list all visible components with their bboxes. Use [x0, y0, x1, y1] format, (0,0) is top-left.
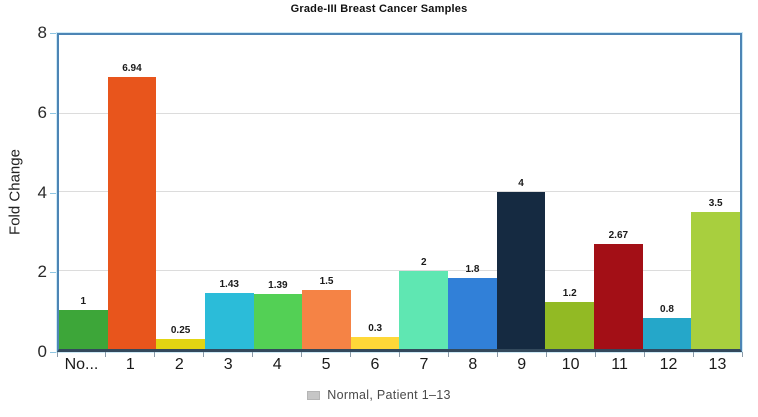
x-tick-mark — [252, 352, 254, 357]
bar-value-label: 1.43 — [219, 278, 239, 290]
bar-slot: 2 — [399, 35, 449, 349]
chart-title: Grade-III Breast Cancer Samples — [290, 3, 468, 15]
bar-value-label: 0.3 — [368, 323, 383, 335]
bar-value-label: 2.67 — [608, 230, 629, 242]
bar — [59, 309, 108, 349]
bar — [253, 294, 303, 349]
gridline — [59, 191, 740, 192]
y-tick-mark — [50, 33, 56, 34]
bar-slot: 1.8 — [448, 35, 497, 349]
bar — [156, 339, 205, 349]
gridline — [59, 112, 740, 114]
y-tick-label: 8 — [37, 23, 47, 42]
y-tick-label: 0 — [37, 342, 47, 361]
bar-value-label: 4 — [518, 178, 524, 189]
bar — [545, 301, 595, 349]
legend: Normal, Patient 1–13 — [0, 388, 758, 402]
x-tick-mark — [301, 352, 303, 357]
x-axis-label: 1 — [125, 356, 135, 373]
gridline — [59, 269, 740, 271]
y-tick-mark — [50, 352, 56, 353]
bar-value-label: 1.2 — [562, 287, 577, 299]
x-tick-mark — [447, 352, 449, 357]
bar — [399, 270, 449, 349]
x-axis-label: 4 — [272, 356, 282, 373]
x-tick-mark — [350, 352, 352, 357]
bar — [496, 192, 546, 349]
x-tick-mark — [154, 352, 156, 357]
bar-slot: 0.3 — [350, 35, 400, 349]
legend-label: Normal, Patient 1–13 — [327, 388, 451, 402]
bar-slot: 1 — [59, 35, 108, 349]
bar-value-label: 1.39 — [268, 280, 288, 292]
bar — [448, 278, 497, 349]
bar-value-label: 1 — [80, 295, 87, 307]
legend-swatch — [307, 390, 321, 400]
bar-value-label: 2 — [421, 256, 427, 268]
x-axis-labels: No... 1 2 3 4 5 6 7 8 9 10 11 12 13 — [57, 356, 742, 374]
bar-slot: 6.94 — [107, 35, 157, 349]
bar-value-label: 6.94 — [122, 62, 142, 74]
y-tick-label: 2 — [37, 262, 47, 282]
x-tick-mark — [105, 352, 107, 357]
bar-slot: 0.25 — [156, 35, 205, 349]
bar-value-label: 0.25 — [170, 325, 191, 337]
bar — [204, 292, 254, 349]
x-axis-label: 2 — [174, 356, 184, 373]
x-tick-mark — [692, 352, 694, 357]
x-tick-mark — [643, 352, 645, 357]
bar — [691, 211, 740, 349]
bar-slot: 2.67 — [594, 35, 643, 349]
x-axis-label: 9 — [517, 356, 527, 373]
bar-slot: 1.2 — [545, 35, 595, 349]
bar-value-label: 3.5 — [708, 197, 723, 209]
bar-value-label: 1.8 — [465, 264, 480, 276]
x-tick-mark — [594, 352, 596, 357]
bar — [107, 76, 157, 349]
y-tick-label: 4 — [37, 182, 47, 202]
x-axis-label: 13 — [708, 356, 727, 373]
x-tick-mark — [399, 352, 400, 357]
x-axis-label: 7 — [419, 356, 429, 373]
x-axis-label: 11 — [611, 356, 628, 373]
x-axis-label: No... — [64, 356, 99, 373]
bar-value-label: 0.8 — [660, 303, 674, 315]
x-axis-label: 10 — [561, 356, 580, 373]
y-tick-mark — [50, 192, 56, 194]
x-axis-label: 8 — [468, 356, 478, 373]
bars-container: 1 6.94 0.25 1.43 1.39 1.5 0.3 2 1.8 4 1.2 2.67 0.8 3.… — [59, 35, 740, 349]
y-tick-mark — [50, 272, 56, 274]
y-tick-label: 6 — [37, 102, 47, 122]
bar — [642, 317, 692, 349]
x-tick-mark — [545, 352, 547, 357]
bar — [302, 290, 351, 349]
bar-value-label: 1.5 — [319, 276, 334, 288]
bar — [594, 244, 643, 349]
bar-slot: 1.39 — [253, 35, 303, 349]
x-tick-mark — [203, 352, 205, 357]
bar-slot: 1.5 — [302, 35, 351, 349]
plot-area: 1 6.94 0.25 1.43 1.39 1.5 0.3 2 1.8 4 1.2 2.67 0.8 3.… — [56, 32, 743, 353]
x-axis-label: 5 — [321, 356, 331, 373]
x-tick-mark — [496, 352, 498, 357]
x-tick-mark — [56, 352, 58, 357]
bar-slot: 1.43 — [204, 35, 254, 349]
x-axis-label: 6 — [370, 356, 380, 373]
y-tick-mark — [50, 112, 56, 114]
bar-slot: 0.8 — [642, 35, 692, 349]
bar — [350, 337, 400, 349]
bar-slot: 4 — [496, 35, 546, 349]
x-tick-mark — [741, 352, 743, 357]
x-axis-label: 3 — [223, 356, 233, 373]
x-axis-label: 12 — [659, 356, 678, 373]
bar-slot: 3.5 — [691, 35, 740, 349]
